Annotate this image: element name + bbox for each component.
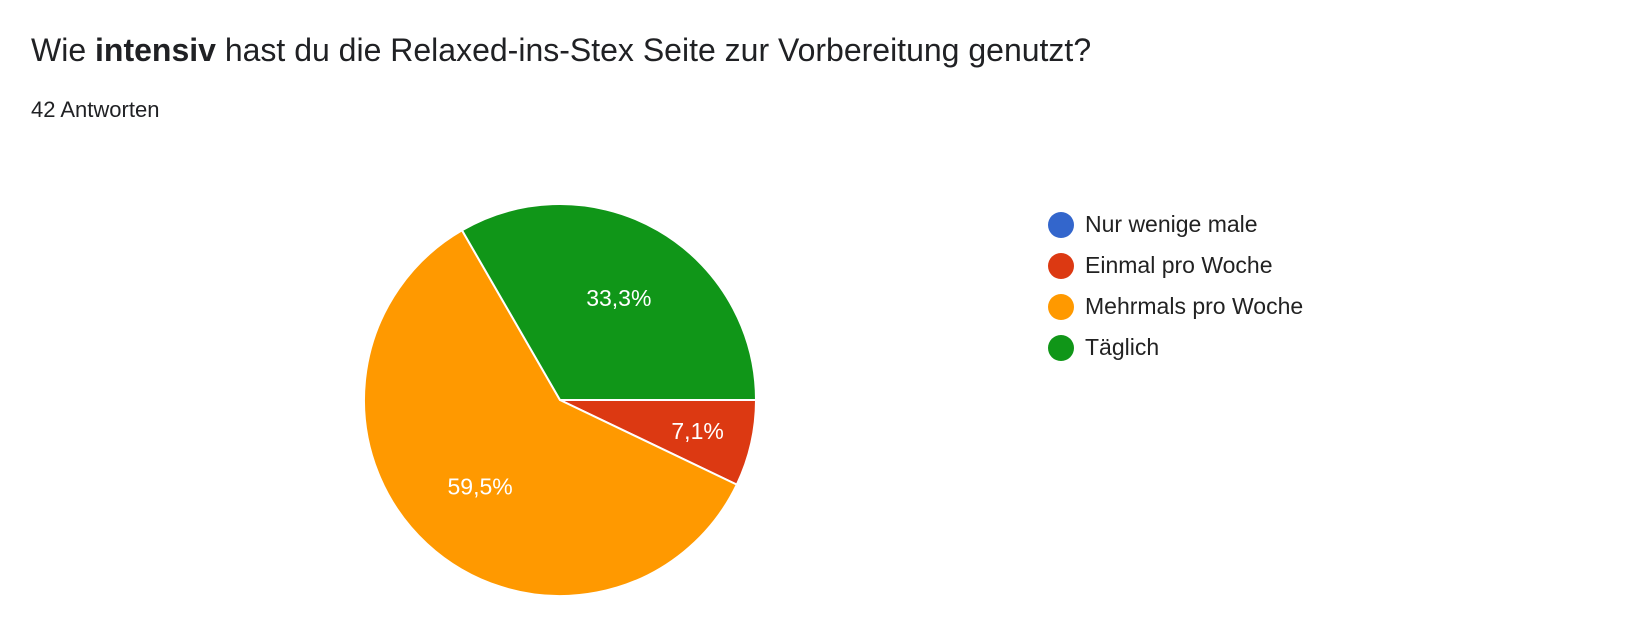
pie-slice-label-4: 33,3% <box>586 285 651 311</box>
legend-label: Nur wenige male <box>1085 211 1258 237</box>
legend-label: Mehrmals pro Woche <box>1085 293 1304 319</box>
legend-swatch-icon <box>1048 252 1074 279</box>
chart-legend: Nur wenige male Einmal pro Woche Mehrmals … <box>1048 204 1303 368</box>
legend-item-1[interactable]: Nur wenige male <box>1048 204 1303 245</box>
title-prefix: Wie <box>31 32 95 68</box>
pie-slice-label-3: 59,5% <box>447 473 512 499</box>
pie-labels: 7,1% 59,5% 33,3% <box>447 285 723 499</box>
pie-slice-3[interactable] <box>363 229 738 597</box>
title-emphasis: intensiv <box>95 32 216 68</box>
pie-slices <box>363 203 757 597</box>
legend-item-4[interactable]: Täglich <box>1048 327 1303 368</box>
legend-swatch-icon <box>1048 334 1074 361</box>
legend-swatch-icon <box>1048 293 1074 320</box>
title-suffix: hast du die Relaxed-ins-Stex Seite zur V… <box>215 32 1092 68</box>
pie-slice-4[interactable] <box>461 203 757 401</box>
legend-label: Täglich <box>1085 334 1160 360</box>
response-count: 42 Antworten <box>31 97 160 122</box>
legend-item-2[interactable]: Einmal pro Woche <box>1048 245 1303 286</box>
legend-swatch-icon <box>1048 211 1074 238</box>
pie-slice-label-2: 7,1% <box>671 418 723 444</box>
chart-title: Wie intensiv hast du die Relaxed-ins-Ste… <box>31 30 1091 70</box>
legend-label: Einmal pro Woche <box>1085 252 1273 278</box>
legend-item-3[interactable]: Mehrmals pro Woche <box>1048 286 1303 327</box>
